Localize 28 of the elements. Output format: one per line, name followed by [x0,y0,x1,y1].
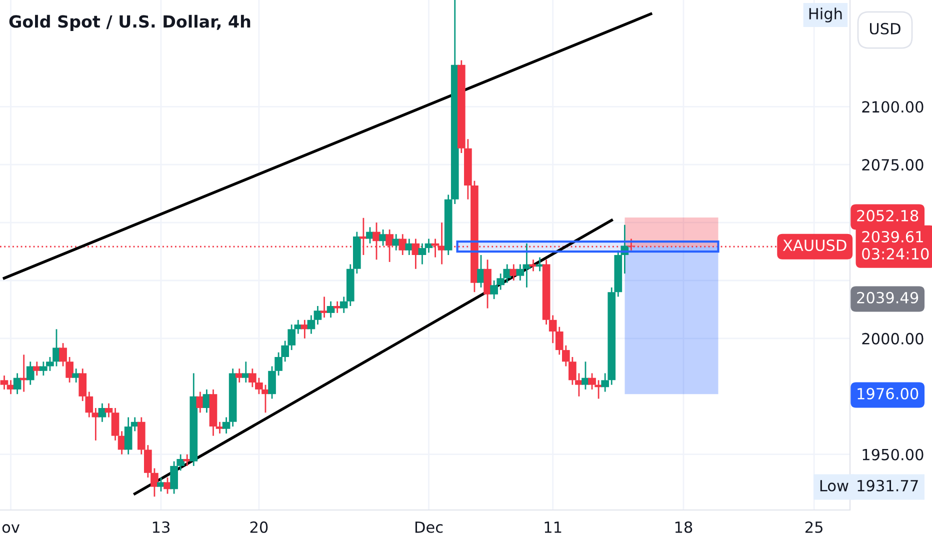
y-tick-label: 1950.00 [862,448,924,460]
ref-line-label: 2039.61 03:24:10 [862,230,929,260]
annotation: High [809,8,842,22]
candlestick [13,372,22,395]
x-tick-label: ov [2,524,20,533]
annotation: XAUUSD [782,240,846,252]
x-tick-label: 18 [675,521,692,533]
candlestick [98,402,106,423]
candlestick [326,300,335,318]
text: USD [870,22,900,34]
candlestick [26,360,34,386]
text: Gold Spot / U.S. Dollar, 4h [9,14,250,32]
candlestick [510,264,518,282]
candlestick [405,238,414,256]
y-tick-label: 2100.00 [862,101,924,113]
x-tick-label: 13 [152,521,170,533]
text: 2052.18 [857,210,918,222]
text: 2039.49 [857,292,918,304]
annotation: Low [820,480,848,492]
text: 1931.77 [858,480,918,492]
y-tick-label: 2075.00 [862,159,924,171]
x-tick-label: 20 [250,521,268,533]
x-tick-label: Dec [415,522,443,533]
y-tick-label: 2000.00 [862,332,924,344]
x-tick-label: 25 [805,521,822,533]
text: 1976.00 [858,388,918,400]
candlestick [398,233,407,256]
x-tick-label: 11 [544,522,562,533]
